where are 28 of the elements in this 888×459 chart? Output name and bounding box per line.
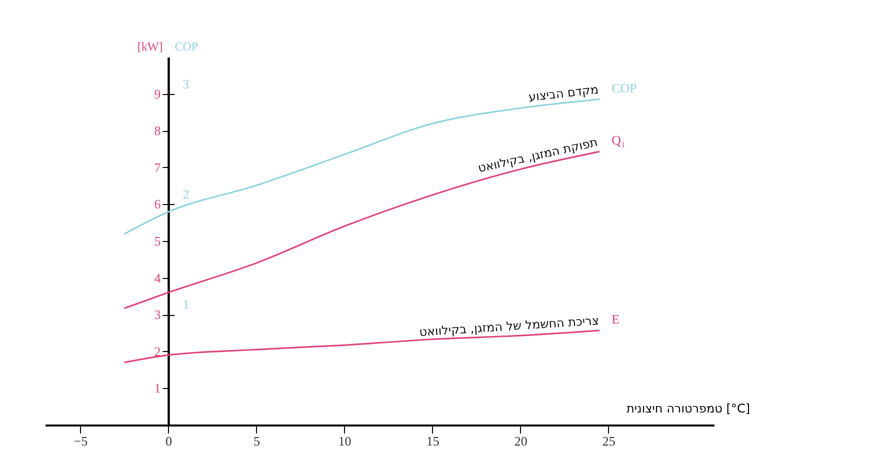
y-tick-label: 4 [154,270,162,286]
x-tick-label: 0 [165,434,172,448]
x-tick-label: 15 [426,434,440,448]
y2-axis-title: COP [174,40,198,54]
text: מקדם הביצוע [528,82,600,104]
x-tick-label: −5 [74,434,88,448]
annotation: E [612,311,620,326]
y-tick-label: 6 [154,196,162,212]
y2-tick-label: 3 [182,76,190,92]
text: תפוקת המזגן, בקילוואט [476,134,599,176]
annotation: COP [612,80,637,96]
x-tick-label: 25 [602,434,616,448]
y-tick-label: 7 [154,160,162,175]
y2-tick-label: 1 [182,297,190,312]
y-tick-label: 2 [154,344,161,359]
y-axis-title: [kW] [137,40,163,54]
x-axis-title: טמפרטורה חיצונית [°C] [626,402,750,416]
x-tick-label: 20 [514,434,528,448]
y-tick-label: 1 [154,380,161,396]
y2-tick-label: 2 [182,186,190,202]
y-tick-label: 9 [154,86,161,102]
x-tick-label: 5 [254,434,260,448]
y-tick-label: 3 [154,307,161,322]
x-tick-label: 10 [338,434,352,448]
annotation: Q₁ [612,132,626,148]
y-tick-label: 5 [154,234,161,248]
y-tick-label: 8 [154,123,161,138]
series-label: צריכת החשמל של המזגן, בקילוואט [418,313,600,340]
